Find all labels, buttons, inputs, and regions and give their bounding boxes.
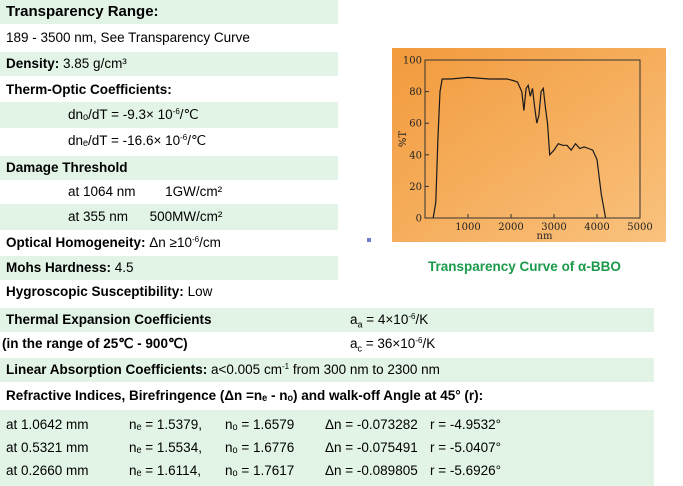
thermo-optic-ne-prefix: dnₑ/dT = -16.6× 10 <box>68 133 181 148</box>
y-tick-label: 80 <box>409 87 422 98</box>
x-tick-label: 4000 <box>584 222 609 233</box>
transparency-chart: 1000 2000 3000 4000 5000 0 20 40 60 80 100 nm %T <box>392 48 666 242</box>
transparency-heading: Transparency Range: <box>6 3 159 20</box>
x-tick-label: 3000 <box>541 222 566 233</box>
refractive-heading-row: Refractive Indices, Birefringence (Δn =n… <box>0 384 654 408</box>
thermo-optic-no-row: dnₒ/dT = -9.3× 10-6/℃ <box>0 102 338 128</box>
damage-line1-wl: at 1064 nm <box>68 184 136 199</box>
thermo-optic-ne-row: dnₑ/dT = -16.6× 10-6/℃ <box>0 128 338 154</box>
hygroscopic-label: Hygroscopic Susceptibility: <box>6 284 184 299</box>
thermal-expansion-range: (in the range of 25℃ - 900℃) <box>2 336 188 351</box>
hygroscopic-row: Hygroscopic Susceptibility: Low <box>0 280 338 304</box>
refractive-cell-ne: nₑ = 1.6114, <box>129 463 201 478</box>
y-axis-label: %T <box>398 131 409 148</box>
homogeneity-row: Optical Homogeneity: Δn ≥10-6/cm <box>0 230 338 256</box>
mohs-row: Mohs Hardness: 4.5 <box>0 256 338 280</box>
refractive-cell-r: r = -5.6926° <box>430 463 502 478</box>
x-tick-label: 1000 <box>455 222 480 233</box>
x-tick-label: 5000 <box>627 222 652 233</box>
absorption-row: Linear Absorption Coefficients: a<0.005 … <box>0 358 654 382</box>
damage-line2-val: 500MW/cm² <box>149 209 223 224</box>
thermo-optic-no-exp: -6 <box>172 107 180 116</box>
thermal-expansion-a: aa = 4×10-6/K <box>350 312 429 330</box>
density-value: 3.85 g/cm³ <box>63 56 127 71</box>
decorative-dot <box>367 238 371 242</box>
refractive-cell-wl: at 0.2660 mm <box>6 463 89 478</box>
homogeneity-label: Optical Homogeneity: <box>6 235 146 250</box>
refractive-cell-no: nₒ = 1.6776 <box>225 440 295 455</box>
refractive-cell-ne: nₑ = 1.5379, <box>129 417 202 432</box>
absorption-exp: -1 <box>281 362 290 371</box>
y-tick-label: 0 <box>416 214 422 225</box>
refractive-cell-no: nₒ = 1.6579 <box>225 417 295 432</box>
damage-heading-row: Damage Threshold <box>0 156 338 180</box>
plot-frame <box>424 59 641 219</box>
damage-line1-val: 1GW/cm² <box>165 184 223 199</box>
x-axis-label: nm <box>537 231 553 242</box>
refractive-cell-wl: at 0.5321 mm <box>6 440 89 455</box>
refractive-cell-wl: at 1.0642 mm <box>6 417 89 432</box>
x-tick-label: 2000 <box>498 222 523 233</box>
damage-line2-wl: at 355 nm <box>68 209 129 224</box>
y-tick-label: 100 <box>403 56 422 67</box>
thermo-optic-no-unit: /℃ <box>179 107 199 122</box>
density-label: Density: <box>6 56 60 71</box>
series-line <box>432 76 607 219</box>
transparency-value: 189 - 3500 nm, See Transparency Curve <box>6 30 250 45</box>
damage-heading: Damage Threshold <box>6 160 128 175</box>
thermal-expansion-heading: Thermal Expansion Coefficients <box>6 312 212 327</box>
absorption-value: a<0.005 cm <box>207 362 282 377</box>
refractive-cell-r: r = -5.0407° <box>430 440 502 455</box>
y-tick-label: 60 <box>409 119 422 130</box>
y-tick-label: 20 <box>409 182 422 193</box>
thermo-optic-no-prefix: dnₒ/dT = -9.3× 10 <box>68 107 173 122</box>
refractive-cell-no: nₒ = 1.7617 <box>225 463 295 478</box>
chart-caption: Transparency Curve of α-BBO <box>428 259 621 274</box>
damage-line2-row: at 355 nm 500MW/cm² <box>0 204 338 230</box>
refractive-heading: Refractive Indices, Birefringence (Δn =n… <box>6 388 484 403</box>
thermo-optic-heading: Therm-Optic Coefficients: <box>6 82 172 97</box>
refractive-cell-r: r = -4.9532° <box>430 417 502 432</box>
refractive-cell-dn: Δn = -0.073282 <box>325 417 418 432</box>
mohs-value: 4.5 <box>114 260 134 275</box>
refractive-cell-dn: Δn = -0.075491 <box>325 440 418 455</box>
thermo-optic-heading-row: Therm-Optic Coefficients: <box>0 78 338 102</box>
damage-line1-row: at 1064 nm 1GW/cm² <box>0 180 338 204</box>
thermo-optic-ne-exp: -6 <box>180 133 188 142</box>
absorption-suffix: from 300 nm to 2300 nm <box>289 362 440 377</box>
thermal-expansion-c: ac = 36×10-6/K <box>350 336 436 354</box>
refractive-table: at 1.0642 mm nₑ = 1.5379, nₒ = 1.6579 Δn = … <box>0 410 654 486</box>
hygroscopic-value: Low <box>187 284 213 299</box>
mohs-label: Mohs Hardness: <box>6 260 112 275</box>
refractive-cell-dn: Δn = -0.089805 <box>325 463 418 478</box>
thermo-optic-ne-unit: /℃ <box>187 133 207 148</box>
refractive-cell-ne: nₑ = 1.5534, <box>129 440 202 455</box>
thermal-expansion-row2: (in the range of 25℃ - 900℃) ac = 36×10-… <box>0 332 654 356</box>
absorption-label: Linear Absorption Coefficients: <box>6 362 208 377</box>
chart-background <box>392 48 666 242</box>
transparency-value-row: 189 - 3500 nm, See Transparency Curve <box>0 24 338 50</box>
homogeneity-exp: -6 <box>191 235 200 244</box>
density-row: Density: 3.85 g/cm³ <box>0 52 338 76</box>
thermal-expansion-row1: Thermal Expansion Coefficients aa = 4×10… <box>0 308 654 332</box>
transparency-heading-row: Transparency Range: <box>0 0 338 24</box>
y-tick-label: 40 <box>409 150 422 161</box>
homogeneity-unit: /cm <box>199 235 221 250</box>
homogeneity-value: Δn ≥10 <box>149 235 192 250</box>
